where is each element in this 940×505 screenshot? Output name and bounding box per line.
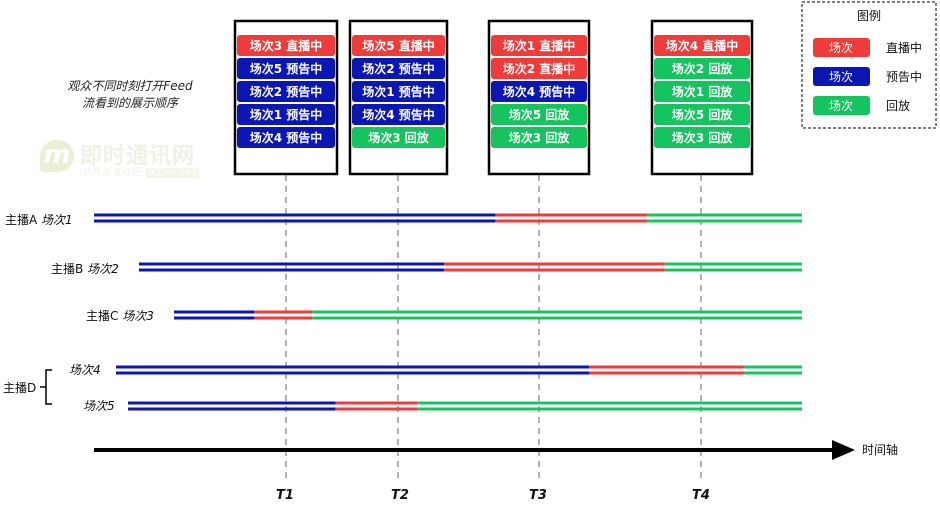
feed-item-text: 场次1 回放 (672, 84, 734, 99)
legend-title: 图例 (857, 9, 881, 23)
session-name: 场次1 (41, 213, 73, 227)
lane-label-host-b: 主播B 场次2 (51, 260, 119, 277)
watermark: m 即时通讯网 IM开发者社区 52im.net (40, 138, 230, 180)
feed-item-text: 场次1 直播中 (503, 38, 576, 53)
time-label-t1: T1 (276, 488, 294, 503)
legend-item-live: 场次 直播中 (813, 38, 922, 57)
feed-item-replay (352, 127, 445, 148)
feed-item-live (491, 58, 587, 79)
feed-item-text: 场次4 预告中 (362, 107, 435, 122)
legend-swatch (813, 96, 870, 115)
legend-swatch (813, 67, 870, 86)
watermark-badge: 52im.net (146, 168, 199, 178)
feed-item-text: 场次4 预告中 (503, 84, 576, 99)
time-label-t4: T4 (692, 488, 710, 503)
session-5-label: 场次5 (83, 399, 115, 413)
watermark-subtitle: IM开发者社区 52im.net (80, 165, 199, 178)
timeline-1 (94, 213, 802, 223)
time-axis-label: 时间轴 (862, 443, 899, 457)
host-name: 主播B (51, 262, 84, 276)
legend-swatch (813, 38, 870, 57)
session-4-label: 场次4 (69, 363, 101, 377)
timeline-2 (139, 262, 802, 272)
watermark-logo: m (40, 140, 74, 172)
host-name: 主播D (3, 381, 37, 395)
feed-item-replay (654, 81, 750, 102)
lane-label-host-d: 主播D (3, 379, 36, 396)
legend-item-replay: 场次 回放 (813, 96, 910, 115)
feed-item-replay (654, 58, 750, 79)
feed-item-preview (237, 81, 335, 102)
feed-item-live (654, 35, 750, 56)
timeline-5 (128, 401, 802, 411)
feed-item-text: 场次4 预告中 (250, 130, 323, 145)
time-axis (94, 440, 855, 460)
time-marker-lines (285, 175, 702, 482)
feed-item-preview (352, 104, 445, 125)
feed-item-text: 场次3 回放 (368, 130, 430, 145)
feed-item-preview (491, 81, 587, 102)
legend-label: 预告中 (886, 69, 922, 84)
feed-item-text: 场次2 直播中 (503, 61, 576, 76)
time-label-t2: T2 (391, 488, 409, 503)
legend-label: 回放 (886, 98, 910, 113)
legend-swatch-text: 场次 (829, 70, 853, 84)
legend-label: 直播中 (886, 40, 922, 55)
host-name: 主播C (86, 309, 119, 323)
feed-item-replay (491, 104, 587, 125)
host-d-bracket (40, 369, 52, 405)
legend-item-preview: 场次 预告中 (813, 67, 922, 86)
watermark-subtitle-text: IM开发者社区 (80, 168, 143, 178)
lane-label-host-a: 主播A 场次1 (5, 211, 73, 228)
feed-item-live (237, 35, 335, 56)
feed-item-text: 场次5 预告中 (250, 61, 323, 76)
session-name: 场次3 (122, 309, 154, 323)
feed-item-preview (352, 58, 445, 79)
feed-item-text: 场次4 直播中 (666, 38, 739, 53)
feed-order-note: 观众不同时刻打开Feed 流看到的展示顺序 (67, 79, 193, 110)
timeline-3 (174, 310, 802, 320)
host-name: 主播A (5, 213, 38, 227)
feed-item-preview (237, 58, 335, 79)
feed-item-text: 场次1 预告中 (250, 107, 323, 122)
feed-item-text: 场次1 预告中 (362, 84, 435, 99)
lane-label-host-c: 主播C 场次3 (86, 307, 154, 324)
feed-item-text: 场次2 回放 (672, 61, 734, 76)
feed-item-text: 场次5 直播中 (362, 38, 435, 53)
timeline-4 (116, 365, 802, 375)
feed-item-text: 场次3 回放 (672, 130, 734, 145)
watermark-title: 即时通讯网 (80, 144, 196, 169)
feed-item-live (352, 35, 445, 56)
session-timelines (94, 213, 802, 411)
feed-item-replay (654, 127, 750, 148)
feed-item-live (491, 35, 587, 56)
feed-item-text: 场次5 回放 (509, 107, 571, 122)
feed-item-text: 场次5 回放 (672, 107, 734, 122)
feed-item-text: 场次2 预告中 (250, 84, 323, 99)
feed-item-text: 场次3 直播中 (250, 38, 323, 53)
feed-item-replay (654, 104, 750, 125)
time-axis-arrowhead (832, 440, 855, 460)
legend-swatch-text: 场次 (829, 41, 853, 55)
feed-item-text: 场次3 回放 (509, 130, 571, 145)
legend-swatch-text: 场次 (829, 99, 853, 113)
time-label-t3: T3 (529, 488, 547, 503)
feed-item-text: 场次2 预告中 (362, 61, 435, 76)
feed-item-preview (237, 127, 335, 148)
feed-item-preview (352, 81, 445, 102)
feed-item-preview (237, 104, 335, 125)
feed-item-replay (491, 127, 587, 148)
session-name: 场次2 (87, 262, 119, 276)
